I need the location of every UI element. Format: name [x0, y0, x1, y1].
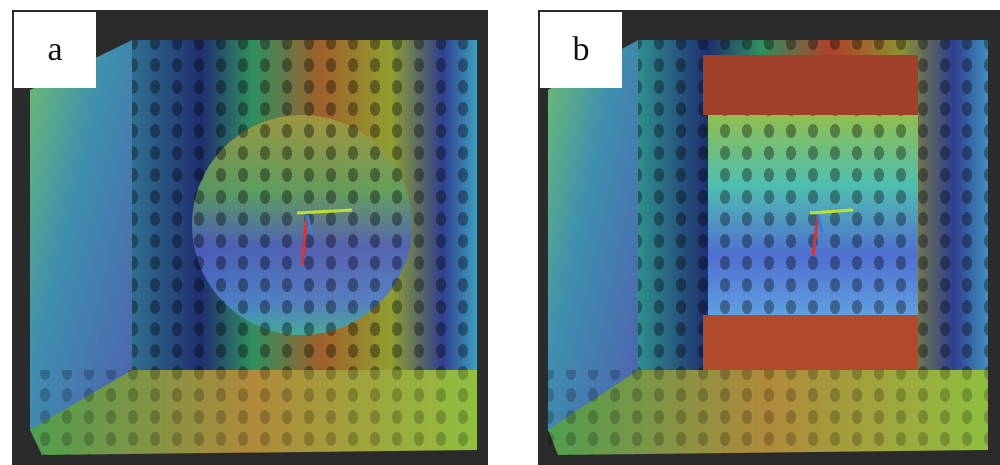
- sphere-lattice: [192, 115, 412, 335]
- panel-a: a: [12, 10, 488, 465]
- panel-b: b: [538, 10, 1000, 465]
- inner-lattice: [708, 115, 918, 315]
- page: a b (() => { const data = JSON.parse(doc…: [0, 0, 1000, 465]
- panel-label: a: [14, 12, 96, 88]
- lattice-bottom: [548, 370, 988, 455]
- bottom-band: [703, 315, 918, 375]
- lattice-bottom: [30, 370, 477, 455]
- top-band: [703, 55, 918, 115]
- panel-label: b: [540, 12, 622, 88]
